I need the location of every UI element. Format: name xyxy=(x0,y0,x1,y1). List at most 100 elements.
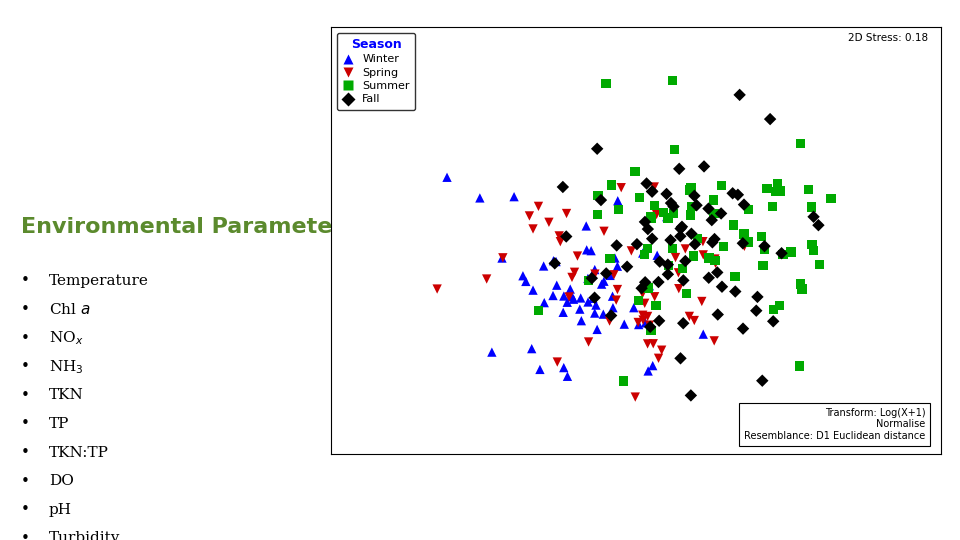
Point xyxy=(663,199,679,207)
Point xyxy=(588,265,603,274)
Point xyxy=(634,284,649,293)
Point xyxy=(560,372,575,381)
Point xyxy=(678,256,693,265)
Point xyxy=(665,244,681,253)
Point xyxy=(766,306,781,314)
Point xyxy=(736,242,752,251)
Point xyxy=(563,285,578,293)
Point xyxy=(636,316,651,325)
Point xyxy=(604,311,619,320)
Point xyxy=(594,280,610,288)
Point xyxy=(666,202,682,211)
Point xyxy=(640,340,656,348)
Point xyxy=(610,285,625,294)
Point xyxy=(602,254,617,263)
Point xyxy=(707,235,722,244)
Point xyxy=(573,294,588,302)
Point xyxy=(684,230,699,238)
Point xyxy=(648,301,663,310)
Text: TP: TP xyxy=(49,417,69,431)
Point xyxy=(756,242,772,251)
Point xyxy=(647,293,662,301)
Point xyxy=(735,325,751,333)
Point xyxy=(565,295,581,303)
Point xyxy=(728,287,743,296)
Point xyxy=(774,249,789,258)
Point xyxy=(665,76,681,85)
Point xyxy=(559,232,574,241)
Point xyxy=(637,278,653,287)
Point xyxy=(732,91,747,99)
Point xyxy=(686,316,702,325)
Point xyxy=(731,191,746,199)
Text: •: • xyxy=(21,359,30,374)
Point xyxy=(660,270,676,279)
Point xyxy=(686,192,702,200)
Point xyxy=(793,139,808,147)
Point xyxy=(706,195,721,204)
Point xyxy=(756,261,771,270)
Point xyxy=(708,255,723,264)
Point xyxy=(707,336,722,345)
Text: •: • xyxy=(21,273,30,288)
Point xyxy=(811,221,827,230)
Point xyxy=(668,253,684,262)
Point xyxy=(566,268,582,276)
Point xyxy=(659,190,674,198)
Point xyxy=(637,319,653,327)
Point xyxy=(696,162,711,171)
Point xyxy=(596,277,612,286)
Text: 2D Stress: 0.18: 2D Stress: 0.18 xyxy=(849,33,928,43)
Point xyxy=(605,292,620,300)
Point xyxy=(516,272,531,280)
Point xyxy=(586,294,601,303)
Point xyxy=(661,261,677,270)
Point xyxy=(525,225,540,233)
Point xyxy=(609,296,624,305)
Point xyxy=(647,183,662,191)
Point xyxy=(656,208,671,217)
Point xyxy=(640,225,656,233)
Point xyxy=(811,260,827,268)
Point xyxy=(624,247,639,255)
Point xyxy=(551,232,566,240)
Point xyxy=(521,212,537,220)
Point xyxy=(479,275,494,284)
Point xyxy=(704,216,719,225)
Point xyxy=(694,297,709,306)
Point xyxy=(640,284,656,292)
Point xyxy=(564,293,580,301)
Text: Environmental Parameters: Environmental Parameters xyxy=(21,217,357,237)
Point xyxy=(581,276,596,285)
Point xyxy=(644,187,660,196)
Legend: Winter, Spring, Summer, Fall: Winter, Spring, Summer, Fall xyxy=(337,32,416,110)
Point xyxy=(647,201,662,210)
Point xyxy=(589,325,605,334)
Point xyxy=(701,273,716,282)
Text: Chl $\it{a}$: Chl $\it{a}$ xyxy=(49,302,90,317)
Point xyxy=(605,303,620,312)
Point xyxy=(640,312,656,321)
Point xyxy=(754,232,769,241)
Point xyxy=(736,200,752,209)
Point xyxy=(588,309,603,318)
Point xyxy=(588,301,604,309)
Point xyxy=(604,180,619,189)
Point xyxy=(547,259,563,268)
Text: •: • xyxy=(21,502,30,517)
Point xyxy=(611,197,626,205)
Point xyxy=(602,271,617,280)
Point xyxy=(556,363,571,372)
Point xyxy=(695,237,710,246)
Point xyxy=(607,271,622,279)
Point xyxy=(640,367,656,375)
Point xyxy=(494,254,510,262)
Point xyxy=(654,346,669,354)
Point xyxy=(553,238,568,246)
Point xyxy=(641,281,657,290)
Point xyxy=(636,249,651,258)
Point xyxy=(639,179,655,188)
Point xyxy=(636,250,652,259)
Point xyxy=(636,311,651,320)
Text: Temperature: Temperature xyxy=(49,274,149,288)
